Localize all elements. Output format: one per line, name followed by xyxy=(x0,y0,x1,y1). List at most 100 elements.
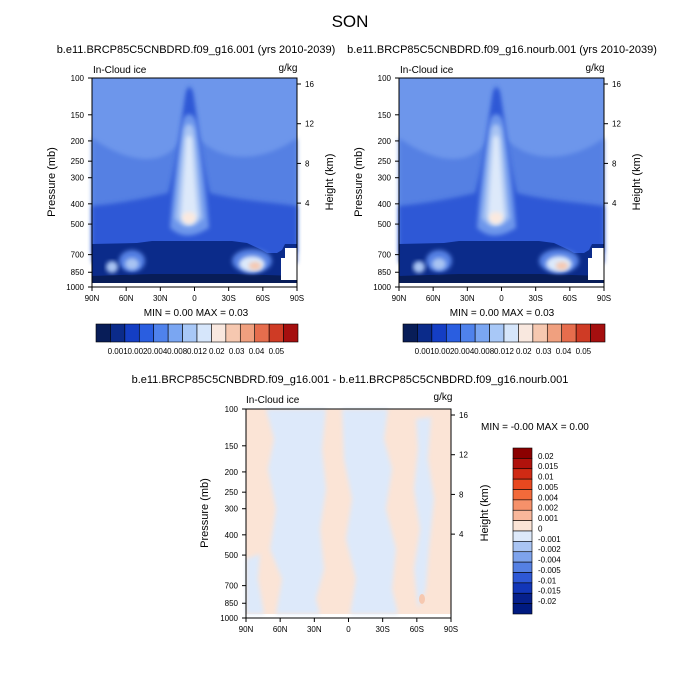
colorbar-swatch xyxy=(512,592,533,604)
colorbar-label: 0.004 xyxy=(454,347,475,356)
colorbar-label: 0.05 xyxy=(269,347,285,356)
panel-case: b.e11.BRCP85C5CNBDRD.f09_g16.001 (yrs 20… xyxy=(46,44,336,356)
y-tick-label: 150 xyxy=(378,111,392,120)
y-tick-label: 300 xyxy=(225,505,239,514)
colorbar-swatch xyxy=(460,323,476,343)
y-right-tick-label: 8 xyxy=(305,159,310,168)
colorbar-swatch xyxy=(512,561,533,573)
colorbar-swatch xyxy=(512,530,533,542)
y-axis-label: Pressure (mb) xyxy=(199,478,211,548)
colorbar-label: -0.005 xyxy=(538,566,561,575)
y-right-tick-label: 4 xyxy=(459,530,464,539)
y-tick-label: 200 xyxy=(225,468,239,477)
stats-label: MIN = -0.00 MAX = 0.00 xyxy=(481,422,589,433)
colorbar-swatch xyxy=(532,323,548,343)
y-tick-label: 200 xyxy=(378,137,392,146)
y-tick-label: 300 xyxy=(378,174,392,183)
colorbar-swatch xyxy=(518,323,534,343)
y-tick-label: 150 xyxy=(225,442,239,451)
colorbar-swatch xyxy=(167,323,183,343)
colorbar-label: 0.01 xyxy=(538,473,554,482)
colorbar-swatch xyxy=(211,323,227,343)
y-right-tick-label: 16 xyxy=(612,80,621,89)
contour-field xyxy=(246,409,451,614)
y-tick-label: 100 xyxy=(225,405,239,414)
colorbar-label: 0.02 xyxy=(538,452,554,461)
colorbar-label: 0.03 xyxy=(536,347,552,356)
figure-title: SON xyxy=(332,12,369,31)
y-tick-label: 500 xyxy=(378,220,392,229)
colorbar-label: -0.004 xyxy=(538,556,561,565)
colorbar-label: -0.002 xyxy=(538,545,561,554)
colorbar-swatch xyxy=(512,499,533,511)
colorbar-label: 0.02 xyxy=(516,347,532,356)
colorbar-label: -0.001 xyxy=(538,535,561,544)
y-right-tick-label: 12 xyxy=(305,120,314,129)
y-tick-label: 200 xyxy=(71,137,85,146)
colorbar-swatch xyxy=(254,323,270,343)
y-tick-label: 700 xyxy=(378,251,392,260)
y-tick-label: 300 xyxy=(71,174,85,183)
colorbar-swatch xyxy=(512,447,533,459)
y-tick-label: 400 xyxy=(378,200,392,209)
y-right-tick-label: 8 xyxy=(459,490,464,499)
colorbar-label: 0.004 xyxy=(147,347,168,356)
colorbar-swatch xyxy=(512,520,533,532)
y-tick-label: 250 xyxy=(71,157,85,166)
colorbar-label: 0.002 xyxy=(127,347,148,356)
y-right-tick-label: 12 xyxy=(459,451,468,460)
colorbar-label: 0.001 xyxy=(108,347,129,356)
x-tick-label: 60S xyxy=(256,294,270,303)
colorbar-swatch xyxy=(512,468,533,480)
colorbar-swatch xyxy=(268,323,284,343)
y-tick-label: 250 xyxy=(225,488,239,497)
variable-label: In-Cloud ice xyxy=(93,65,147,76)
y-tick-label: 700 xyxy=(225,582,239,591)
units-label: g/kg xyxy=(586,63,605,74)
x-tick-label: 30S xyxy=(376,625,390,634)
units-label: g/kg xyxy=(434,392,453,403)
y-right-tick-label: 4 xyxy=(305,199,310,208)
y-axis-right-label: Height (km) xyxy=(631,154,643,211)
panel-title: b.e11.BRCP85C5CNBDRD.f09_g16.nourb.001 (… xyxy=(347,44,657,56)
colorbar-label: 0 xyxy=(538,524,543,533)
colorbar-swatch xyxy=(512,478,533,490)
y-tick-label: 1000 xyxy=(66,283,84,292)
colorbar-label: 0.002 xyxy=(538,504,559,513)
colorbar-swatch xyxy=(512,603,533,615)
colorbar-swatch xyxy=(512,582,533,594)
panel-title: b.e11.BRCP85C5CNBDRD.f09_g16.001 (yrs 20… xyxy=(57,44,336,56)
x-tick-label: 90S xyxy=(444,625,458,634)
x-tick-label: 60S xyxy=(563,294,577,303)
colorbar-label: 0.04 xyxy=(556,347,572,356)
colorbar-swatch xyxy=(239,323,256,343)
y-tick-label: 100 xyxy=(378,74,392,83)
colorbar-label: -0.015 xyxy=(538,587,561,596)
colorbar-swatch xyxy=(512,572,533,584)
contour-field xyxy=(92,78,297,283)
y-axis-right-label: Height (km) xyxy=(479,485,491,542)
y-tick-label: 850 xyxy=(378,268,392,277)
colorbar-swatch xyxy=(182,323,198,343)
colorbar-swatch xyxy=(503,323,519,343)
y-tick-label: 400 xyxy=(225,531,239,540)
colorbar-swatch xyxy=(225,323,241,343)
x-tick-label: 60N xyxy=(273,625,288,634)
colorbar-swatch xyxy=(575,323,591,343)
y-tick-label: 500 xyxy=(225,551,239,560)
colorbar-label: 0.002 xyxy=(434,347,455,356)
colorbar-swatch xyxy=(138,323,155,343)
colorbar-swatch xyxy=(512,489,533,501)
x-tick-label: 90S xyxy=(597,294,611,303)
panel-control: b.e11.BRCP85C5CNBDRD.f09_g16.nourb.001 (… xyxy=(347,44,657,356)
colorbar-swatch xyxy=(561,323,577,343)
y-right-tick-label: 12 xyxy=(612,120,621,129)
colorbar-swatch xyxy=(512,509,533,521)
colorbar-label: 0.012 xyxy=(187,347,208,356)
colorbar-label: 0.001 xyxy=(538,514,559,523)
colorbar-label: 0.03 xyxy=(229,347,245,356)
y-tick-label: 500 xyxy=(71,220,85,229)
colorbar-label: 0.02 xyxy=(209,347,225,356)
